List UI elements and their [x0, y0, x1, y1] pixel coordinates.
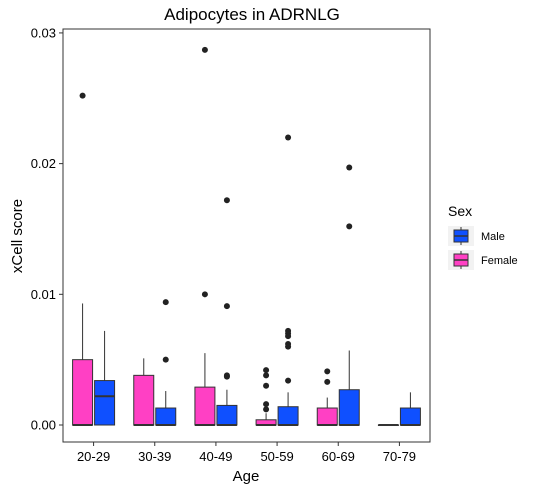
- legend-title: Sex: [448, 203, 472, 219]
- box: [399, 407, 421, 426]
- box-male-30-39: [155, 299, 177, 427]
- box: [72, 359, 94, 426]
- outlier-point: [201, 46, 208, 53]
- plot-marks: [72, 46, 421, 427]
- y-tick-label: 0.01: [31, 287, 56, 302]
- chart-title: Adipocytes in ADRNLG: [164, 5, 340, 24]
- outlier-point: [223, 373, 230, 380]
- outlier-point: [223, 197, 230, 204]
- outlier-point: [285, 377, 292, 384]
- box: [316, 407, 338, 426]
- box-male-60-69: [338, 164, 360, 427]
- box-female-50-59: [255, 367, 277, 427]
- box-male-70-79: [399, 392, 421, 427]
- legend-entry-male: Male: [448, 226, 505, 246]
- x-tick-label: 20-29: [77, 449, 110, 464]
- outlier-point: [346, 223, 353, 230]
- outlier-point: [263, 401, 270, 408]
- plot-panel: [62, 28, 431, 443]
- y-axis-title: xCell score: [9, 199, 26, 273]
- legend: Sex Male Female: [448, 203, 518, 270]
- box: [216, 404, 238, 426]
- box: [194, 386, 216, 426]
- y-axis: 0.00 0.01 0.02 0.03: [31, 25, 63, 433]
- box: [94, 380, 116, 426]
- box: [338, 389, 360, 426]
- outlier-point: [346, 164, 353, 171]
- x-tick-label: 40-49: [199, 449, 232, 464]
- box-male-20-29: [94, 330, 116, 426]
- x-tick-label: 70-79: [383, 449, 416, 464]
- outlier-point: [263, 382, 270, 389]
- box-female-60-69: [316, 368, 338, 427]
- box: [133, 374, 155, 426]
- outlier-point: [162, 356, 169, 363]
- outlier-point: [201, 291, 208, 298]
- outlier-point: [263, 367, 270, 374]
- legend-entry-female: Female: [448, 250, 518, 270]
- outlier-point: [285, 343, 292, 350]
- y-tick-label: 0.02: [31, 156, 56, 171]
- box-female-20-29: [72, 92, 94, 427]
- box: [155, 407, 177, 426]
- outlier-point: [79, 92, 86, 99]
- box-male-40-49: [216, 197, 238, 427]
- box-female-70-79: [377, 424, 399, 427]
- outlier-point: [285, 134, 292, 141]
- box-female-30-39: [133, 358, 155, 427]
- y-tick-label: 0.03: [31, 25, 56, 40]
- outlier-point: [162, 299, 169, 306]
- outlier-point: [324, 378, 331, 385]
- y-tick-label: 0.00: [31, 418, 56, 433]
- box-male-50-59: [277, 134, 299, 427]
- outlier-point: [263, 406, 270, 413]
- x-tick-label: 50-59: [260, 449, 293, 464]
- outlier-point: [285, 333, 292, 340]
- x-axis: 20-29 30-39 40-49 50-59 60-69 70-79: [77, 442, 416, 464]
- outlier-point: [324, 368, 331, 375]
- x-tick-label: 30-39: [138, 449, 171, 464]
- outlier-point: [223, 303, 230, 310]
- x-tick-label: 60-69: [322, 449, 355, 464]
- x-axis-title: Age: [233, 468, 260, 485]
- legend-label: Male: [481, 231, 505, 243]
- outlier-point: [263, 372, 270, 379]
- legend-label: Female: [481, 255, 518, 267]
- box-female-40-49: [194, 46, 216, 427]
- box: [277, 406, 299, 426]
- legend-entries: Male Female: [448, 226, 518, 270]
